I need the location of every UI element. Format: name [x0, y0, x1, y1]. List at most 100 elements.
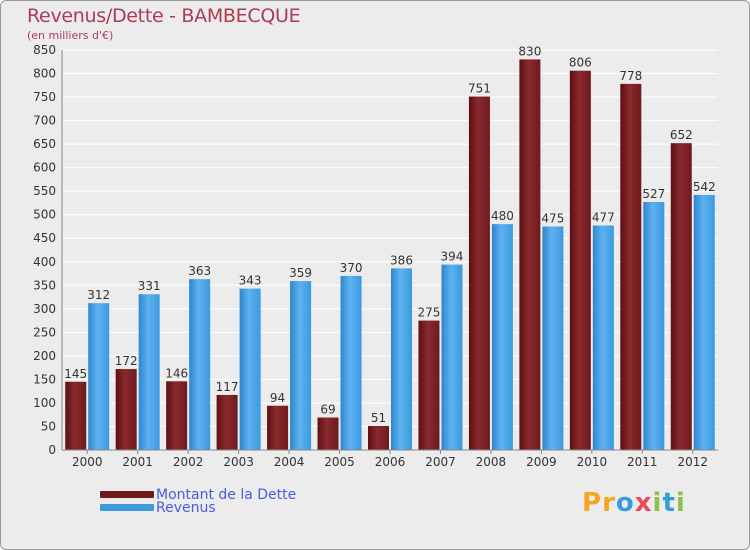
gridlines — [62, 49, 718, 451]
bar-revenue — [693, 194, 715, 450]
y-tick-label: 650 — [33, 137, 56, 151]
data-label-debt: 830 — [518, 44, 541, 58]
x-tick-label: 2007 — [425, 455, 456, 469]
y-tick-label: 600 — [33, 161, 56, 175]
logo-letter: o — [615, 488, 635, 518]
data-label-revenue: 542 — [693, 180, 716, 194]
logo-letter: x — [634, 488, 653, 518]
bar-revenue — [391, 268, 412, 450]
bar-revenue — [189, 279, 211, 450]
y-tick-label: 100 — [33, 396, 56, 410]
bars — [65, 59, 715, 451]
logo-letter: t — [662, 488, 676, 518]
bar-debt — [620, 83, 642, 450]
x-tick-label: 2009 — [526, 455, 557, 469]
data-label-revenue: 343 — [239, 274, 262, 288]
data-label-revenue: 527 — [642, 187, 665, 201]
bar-revenue — [88, 303, 110, 450]
y-tick-label: 300 — [33, 302, 56, 316]
data-label-revenue: 363 — [188, 264, 211, 278]
bar-debt — [166, 381, 188, 450]
data-label-debt: 172 — [115, 354, 138, 368]
bar-revenue — [340, 275, 362, 450]
x-tick-label: 2012 — [677, 455, 708, 469]
data-label-revenue: 359 — [289, 266, 312, 280]
x-tick-label: 2010 — [577, 455, 608, 469]
bar-revenue — [592, 225, 614, 450]
data-label-debt: 51 — [371, 411, 386, 425]
bar-revenue — [290, 281, 312, 450]
legend-swatch-debt — [100, 491, 154, 498]
x-tick-label: 2011 — [627, 455, 658, 469]
logo-letter: i — [675, 488, 686, 518]
bar-debt — [65, 381, 87, 450]
y-tick-label: 200 — [33, 349, 56, 363]
x-tick-label: 2003 — [223, 455, 254, 469]
data-label-revenue: 475 — [541, 211, 564, 225]
legend-label-debt: Montant de la Dette — [156, 487, 297, 503]
bar-revenue — [643, 202, 665, 450]
bar-revenue — [239, 288, 261, 450]
proxiti-logo: Proxiti — [582, 488, 686, 518]
data-label-revenue: 331 — [138, 279, 161, 293]
data-label-debt: 145 — [64, 367, 87, 381]
data-label-debt: 146 — [165, 366, 188, 380]
bar-debt — [468, 96, 490, 451]
bar-revenue — [441, 264, 463, 450]
bar-revenue — [491, 224, 513, 450]
data-label-debt: 806 — [569, 56, 592, 70]
data-label-revenue: 477 — [592, 211, 615, 225]
data-label-revenue: 394 — [441, 250, 464, 264]
x-tick-label: 2004 — [274, 455, 305, 469]
axes: 0 50 100 150 200 250 300 350 400 450 500 550 600 650 7… — [33, 43, 718, 469]
x-tick-label: 2006 — [375, 455, 406, 469]
y-tick-label: 250 — [33, 325, 56, 339]
y-tick-label: 0 — [48, 443, 56, 457]
y-tick-label: 400 — [33, 255, 56, 269]
bar-debt — [418, 320, 440, 450]
bar-debt — [670, 143, 692, 451]
data-label-debt: 69 — [320, 403, 335, 417]
data-label-debt: 275 — [418, 306, 441, 320]
bar-debt — [368, 426, 389, 450]
plot-area — [62, 50, 718, 450]
data-label-revenue: 480 — [491, 209, 514, 223]
legend-label-revenue: Revenus — [156, 500, 216, 516]
x-tick-label: 2005 — [324, 455, 355, 469]
data-labels: 145 312 172 331 146 363 117 343 94 359 69 370 51 386 2… — [64, 44, 715, 425]
y-tick-label: 450 — [33, 231, 56, 245]
data-label-debt: 117 — [216, 380, 239, 394]
logo-letter: P — [582, 488, 603, 518]
data-label-revenue: 312 — [87, 288, 110, 302]
chart-subtitle: (en milliers d'€) — [27, 29, 114, 42]
logo-letter: i — [652, 488, 663, 518]
data-label-revenue: 370 — [340, 261, 363, 275]
bar-revenue — [542, 226, 564, 450]
legend-swatch-revenue — [100, 504, 154, 511]
data-label-debt: 94 — [270, 391, 285, 405]
y-tick-label: 150 — [33, 372, 56, 386]
bar-debt — [317, 417, 339, 450]
x-tick-label: 2008 — [476, 455, 507, 469]
y-tick-label: 750 — [33, 90, 56, 104]
data-label-debt: 652 — [670, 128, 693, 142]
y-tick-label: 550 — [33, 184, 56, 198]
data-label-debt: 778 — [619, 69, 642, 83]
logo-letter: r — [602, 488, 616, 518]
x-tick-label: 2001 — [122, 455, 153, 469]
y-tick-label: 700 — [33, 114, 56, 128]
bar-revenue — [138, 294, 160, 450]
bar-debt — [267, 405, 289, 450]
bar-debt — [216, 394, 238, 450]
chart-title: Revenus/Dette - BAMBECQUE — [27, 5, 301, 27]
x-tick-label: 2000 — [72, 455, 103, 469]
x-tick-label: 2002 — [173, 455, 204, 469]
bar-debt — [115, 369, 137, 450]
y-tick-label: 800 — [33, 67, 56, 81]
data-label-revenue: 386 — [390, 253, 413, 267]
y-tick-label: 50 — [41, 419, 56, 433]
data-label-debt: 751 — [468, 82, 491, 96]
y-tick-label: 500 — [33, 208, 56, 222]
y-tick-label: 350 — [33, 278, 56, 292]
